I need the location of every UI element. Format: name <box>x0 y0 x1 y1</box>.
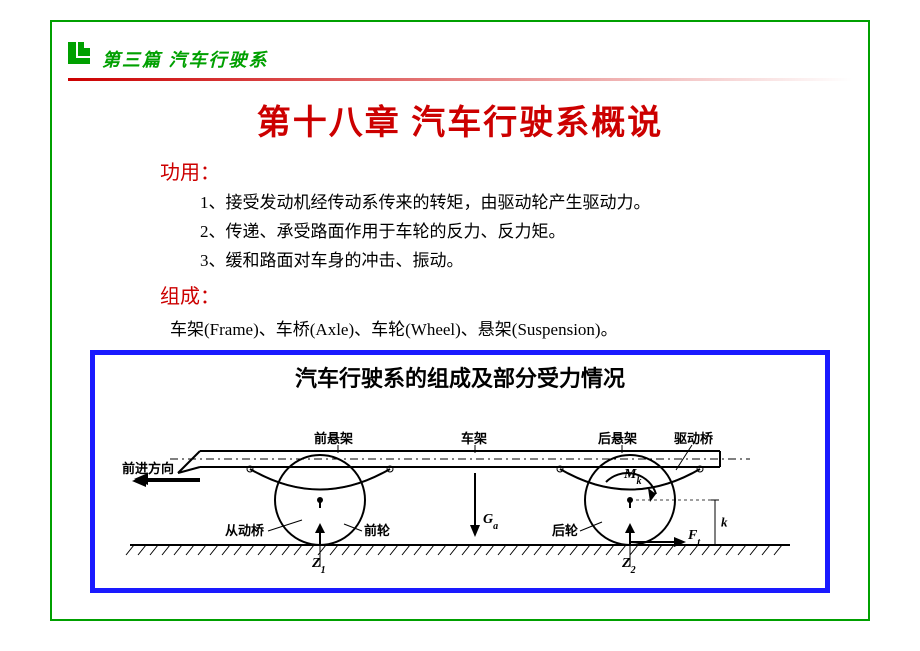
header-underline <box>68 78 852 81</box>
chapter-title: 第十八章 汽车行驶系概说 <box>50 95 870 144</box>
svg-text:后悬架: 后悬架 <box>598 431 637 446</box>
svg-text:k: k <box>721 514 728 529</box>
svg-text:车架: 车架 <box>461 431 487 446</box>
function-item-1: 1、接受发动机经传动系传来的转矩，由驱动轮产生驱动力。 <box>200 189 870 218</box>
svg-text:Z2: Z2 <box>621 556 636 576</box>
diagram-title: 汽车行驶系的组成及部分受力情况 <box>103 361 817 393</box>
slide-header: 第三篇 汽车行驶系 <box>50 24 870 76</box>
svg-text:Z1: Z1 <box>311 556 326 576</box>
svg-text:前进方向: 前进方向 <box>122 461 174 476</box>
svg-text:Mk: Mk <box>623 467 641 487</box>
header-text: 第三篇 汽车行驶系 <box>102 46 269 72</box>
svg-text:前轮: 前轮 <box>364 523 390 538</box>
svg-text:前悬架: 前悬架 <box>314 431 353 446</box>
composition-label: 组成： <box>160 280 870 309</box>
function-item-2: 2、传递、承受路面作用于车轮的反力、反力矩。 <box>200 218 870 247</box>
chassis-diagram: 前悬架车架后悬架驱动桥前进方向从动桥前轮后轮GaMkFtkZ1Z2 <box>110 395 810 580</box>
logo-icon <box>68 42 96 66</box>
diagram-box: 汽车行驶系的组成及部分受力情况 前悬架 车架 后悬架 驱动桥前进方向从动桥 前轮 后轮 Ga… <box>90 350 830 593</box>
function-item-3: 3、缓和路面对车身的冲击、振动。 <box>200 247 870 276</box>
svg-text:从动桥: 从动桥 <box>225 523 265 538</box>
svg-text:后轮: 后轮 <box>552 523 578 538</box>
composition-text: 车架(Frame)、车桥(Axle)、车轮(Wheel)、悬架(Suspensi… <box>170 315 870 340</box>
svg-text:Ga: Ga <box>483 512 498 532</box>
function-label: 功用： <box>160 156 870 185</box>
svg-text:驱动桥: 驱动桥 <box>674 431 714 446</box>
